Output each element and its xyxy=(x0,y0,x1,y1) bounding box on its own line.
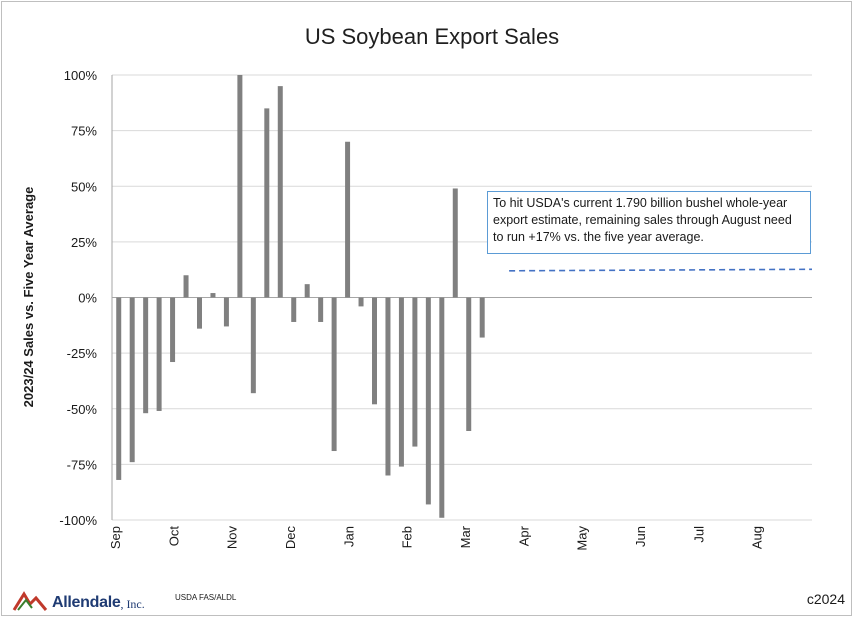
gridlines xyxy=(111,74,812,521)
allendale-mark-icon xyxy=(12,591,48,611)
company-logo: Allendale, Inc. xyxy=(12,588,145,612)
y-tick-label: 50% xyxy=(71,179,97,194)
x-tick-label: Jan xyxy=(341,526,356,547)
x-tick-label: Feb xyxy=(400,526,415,548)
bar xyxy=(439,297,445,518)
bar xyxy=(318,297,324,322)
x-tick-label: May xyxy=(575,526,590,551)
x-tick-label: Apr xyxy=(516,525,531,546)
y-tick-labels: 100% 75% 50% 25% 0% -25% -50% -75% -100% xyxy=(59,68,97,528)
bar xyxy=(210,293,216,298)
y-tick-label: -50% xyxy=(67,402,98,417)
bars xyxy=(116,75,485,518)
y-tick-label: -25% xyxy=(67,346,98,361)
x-tick-label: Mar xyxy=(458,525,473,548)
bar xyxy=(304,284,310,298)
bar xyxy=(183,275,189,298)
bar xyxy=(372,297,377,405)
y-tick-label: 25% xyxy=(71,235,97,250)
chart-title: US Soybean Export Sales xyxy=(305,24,559,49)
bar xyxy=(466,297,472,431)
logo-name: Allendale xyxy=(52,594,121,611)
y-axis-label: 2023/24 Sales vs. Five Year Average xyxy=(21,187,36,408)
bar xyxy=(129,297,135,463)
x-tick-label: Dec xyxy=(283,526,298,550)
bar xyxy=(277,86,283,298)
x-tick-label: Nov xyxy=(225,526,240,550)
x-tick-label: Sep xyxy=(108,526,123,549)
x-tick-labels: Sep Oct Nov Dec Jan Feb Mar Apr May Jun Jul Aug xyxy=(108,525,765,550)
x-tick-label: Jul xyxy=(691,526,706,543)
bar xyxy=(398,297,404,467)
x-tick-label: Jun xyxy=(633,526,648,547)
bar xyxy=(116,297,122,480)
bar xyxy=(331,297,337,452)
x-tick-label: Oct xyxy=(166,526,181,547)
bar xyxy=(425,297,431,505)
y-tick-label: -75% xyxy=(67,457,98,472)
x-tick-label: Aug xyxy=(750,526,765,549)
bar xyxy=(170,297,176,363)
bar xyxy=(250,297,256,394)
bar xyxy=(291,297,297,322)
reference-line xyxy=(509,268,813,272)
bar xyxy=(223,297,229,327)
source-note: USDA FAS/ALDL xyxy=(175,593,237,602)
y-tick-label: 0% xyxy=(78,291,97,306)
bar xyxy=(197,297,202,329)
copyright: c2024 xyxy=(806,591,845,607)
y-tick-label: 100% xyxy=(64,68,98,83)
chart-annotation: To hit USDA's current 1.790 billion bush… xyxy=(487,191,811,254)
y-tick-label: -100% xyxy=(59,513,97,528)
bar xyxy=(412,297,418,447)
bar xyxy=(452,188,458,298)
bar xyxy=(237,75,243,298)
bar xyxy=(385,297,391,476)
bar xyxy=(143,297,149,414)
y-tick-label: 75% xyxy=(71,124,97,139)
logo-suffix: , Inc. xyxy=(120,597,145,611)
bar xyxy=(358,297,364,307)
bar xyxy=(156,297,162,411)
bar xyxy=(345,141,351,298)
target-dashed-line xyxy=(509,268,813,272)
bar xyxy=(479,297,485,338)
bar xyxy=(264,108,270,298)
